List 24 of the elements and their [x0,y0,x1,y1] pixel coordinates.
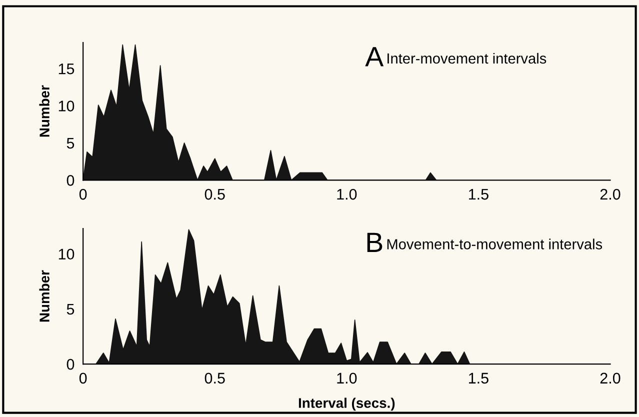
x-tick-label: 2.0 [600,372,620,384]
chart-title: A [365,47,384,66]
y-tick-label: 0 [66,358,74,370]
x-tick-label: 2.0 [600,188,620,200]
y-tick-label: 10 [58,248,74,260]
x-axis-title: Interval (secs.) [298,398,395,411]
y-tick-label: 5 [66,304,74,315]
y-axis-title: Number [39,270,50,322]
x-tick-label: 1.0 [337,372,357,384]
x-tick-label: 1.5 [469,189,488,200]
y-axis-title: Number [39,85,50,137]
x-tick-label: 0 [79,372,87,384]
x-tick-label: 1.0 [337,188,357,200]
text: Inter-movement intervals [388,52,546,64]
y-tick-label: 0 [66,175,74,186]
x-tick-label: 0 [79,188,87,200]
x-tick-label: 0.5 [204,188,225,200]
chart-title: B [367,232,382,252]
y-tick-label: 15 [58,64,74,74]
text: Movement-to-movement intervals [387,238,602,250]
y-tick-label: 10 [58,100,74,112]
y-tick-label: 5 [66,138,74,149]
x-tick-label: 0.5 [204,372,225,384]
x-tick-label: 1.5 [469,372,488,384]
